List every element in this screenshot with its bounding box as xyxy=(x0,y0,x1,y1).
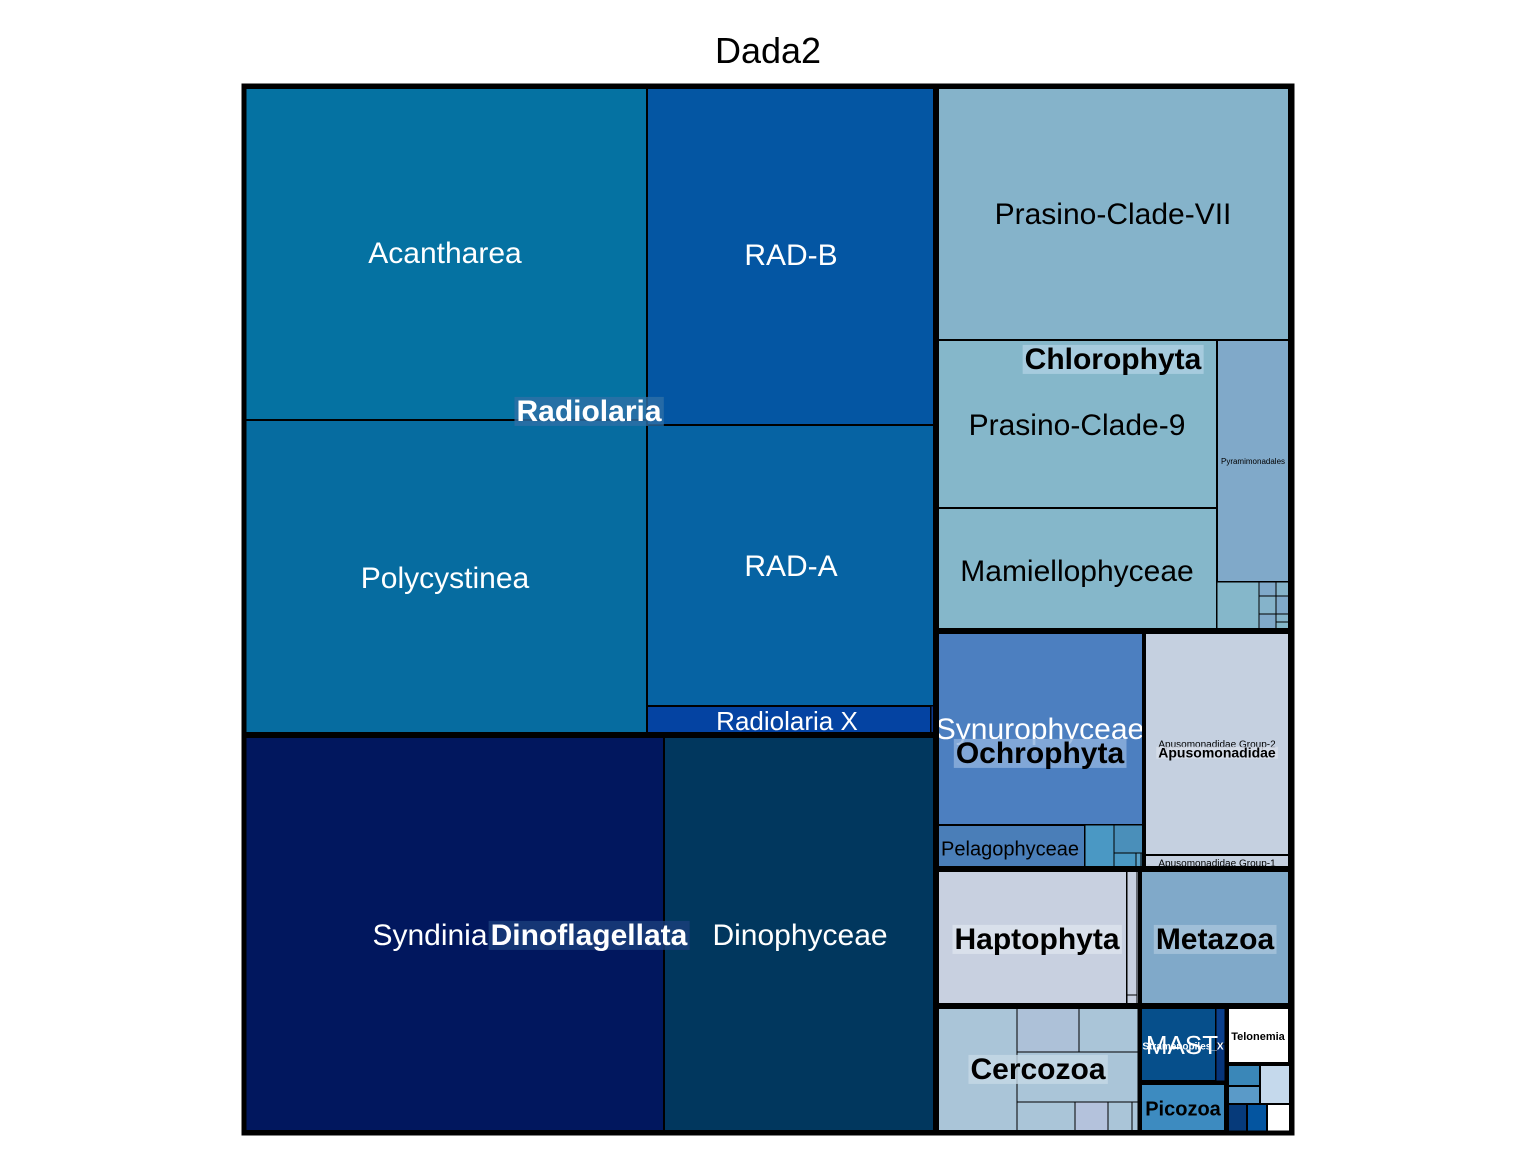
tile-minor xyxy=(1275,613,1291,623)
tile-label-apusomonadidae-group-2: Apusomonadidae Group-2 xyxy=(1158,740,1276,751)
group-label-bg xyxy=(488,920,690,950)
tile-minor-group xyxy=(1226,1085,1261,1105)
tile-minor xyxy=(1258,613,1277,631)
tile-label-prasino-clade-9: Prasino-Clade-9 xyxy=(969,409,1186,442)
tile-label-telonemia: Telonemia xyxy=(1231,1031,1285,1043)
tile-dinophyceae xyxy=(663,735,936,1133)
tile-minor xyxy=(1258,581,1277,597)
tile-minor xyxy=(1216,581,1260,631)
group-label-apusomonadidae: Apusomonadidae xyxy=(1158,745,1276,761)
tile-label-apusomonadidae-group-1: Apusomonadidae Group-1 xyxy=(1158,859,1276,870)
tile-acantharea xyxy=(243,86,648,421)
group-label-radiolaria: Radiolaria xyxy=(516,395,661,428)
tile-minor xyxy=(1131,1101,1139,1133)
group-label-bg xyxy=(953,738,1127,768)
group-label-dinoflagellata: Dinoflagellata xyxy=(491,919,688,952)
group-label-ochrophyta: Ochrophyta xyxy=(956,737,1125,770)
chart-title: Dada2 xyxy=(714,30,822,71)
tile-rad-b xyxy=(646,86,936,426)
tile-minor xyxy=(1084,824,1115,869)
tile-label-syndiniales: Syndinia xyxy=(372,919,487,952)
group-label-stramenopiles-x: Stramenopiles_X xyxy=(1142,1042,1223,1053)
group-label-bg xyxy=(968,1054,1108,1084)
tile-minor-group xyxy=(1226,1103,1248,1133)
group-label-bg xyxy=(1153,924,1277,954)
tile-minor-group xyxy=(1266,1103,1291,1133)
tile-minor xyxy=(1275,581,1291,597)
tile-label-radiolaria-x: Radiolaria X xyxy=(716,706,858,736)
group-label-haptophyta: Haptophyta xyxy=(955,923,1120,956)
tile-label-prasino-clade-vii: Prasino-Clade-VII xyxy=(995,198,1232,231)
group-label-cercozoa: Cercozoa xyxy=(970,1053,1105,1086)
group-label-bg xyxy=(1156,746,1278,759)
tile-minor xyxy=(1126,869,1138,996)
tile-label-rad-b: RAD-B xyxy=(744,239,837,272)
tile-rad-a xyxy=(646,424,936,707)
tile-synurophyceae xyxy=(936,631,1145,826)
tile-label-rad-a: RAD-A xyxy=(744,550,837,583)
tile-minor xyxy=(1016,1006,1080,1053)
tile-label-mast: MAST xyxy=(1146,1030,1218,1060)
group-label-bg xyxy=(952,924,1122,954)
tile-minor-group xyxy=(1226,1063,1261,1087)
tile-minor xyxy=(1113,852,1137,869)
tile-minor xyxy=(1113,824,1145,854)
tile-polycystinea xyxy=(243,419,648,735)
tile-label-polycystinea: Polycystinea xyxy=(361,562,530,595)
treemap-frame xyxy=(241,83,1295,1136)
tile-minor xyxy=(1275,595,1291,615)
group-label-bg xyxy=(1022,344,1204,374)
tile-minor xyxy=(1074,1101,1109,1133)
tile-minor xyxy=(1078,1006,1139,1053)
tile-minor xyxy=(1258,595,1277,615)
tile-minor xyxy=(1107,1101,1133,1133)
tile-minor-group xyxy=(1259,1063,1291,1105)
tile-label-pelagophyceae: Pelagophyceae xyxy=(941,838,1079,860)
tile-label-picozoa: Picozoa xyxy=(1145,1098,1221,1120)
tile-minor xyxy=(1016,1101,1076,1133)
group-label-chlorophyta: Chlorophyta xyxy=(1025,343,1202,376)
group-label-metazoa: Metazoa xyxy=(1156,923,1275,956)
tile-label-pyramimonadales: Pyramimonadales xyxy=(1221,457,1285,466)
tile-minor xyxy=(1135,852,1142,869)
group-label-bg xyxy=(514,396,664,426)
tile-label-dinophyceae: Dinophyceae xyxy=(712,919,887,952)
tile-label-mamiellophyceae: Mamiellophyceae xyxy=(960,555,1193,588)
tile-mast xyxy=(1139,1006,1217,1082)
tile-pelagophyceae xyxy=(936,824,1086,869)
tile-label-acantharea: Acantharea xyxy=(368,237,522,270)
tile-minor-group xyxy=(1246,1103,1268,1133)
